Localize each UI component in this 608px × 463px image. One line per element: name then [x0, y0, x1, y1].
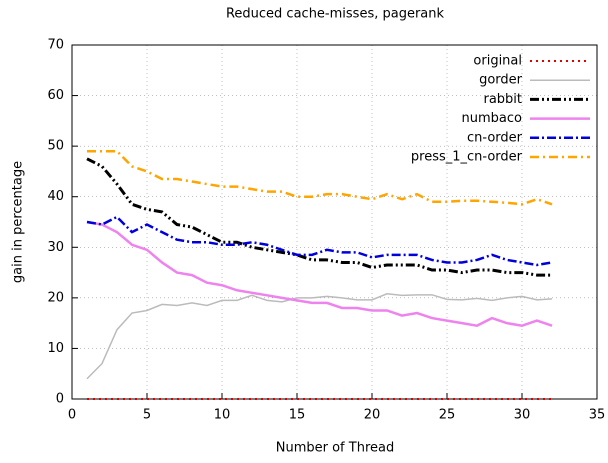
- legend-label: original: [473, 54, 522, 69]
- y-tick-label: 30: [47, 240, 64, 255]
- x-axis-label: Number of Thread: [276, 441, 394, 456]
- x-tick-label: 30: [514, 408, 531, 423]
- x-tick-label: 25: [439, 408, 456, 423]
- legend-label: gorder: [479, 73, 523, 88]
- series-line: [86, 293, 553, 380]
- chart-title: Reduced cache-misses, pagerank: [226, 7, 445, 22]
- x-tick-label: 10: [214, 408, 231, 423]
- x-tick-label: 15: [289, 408, 306, 423]
- x-tick-label: 20: [364, 408, 381, 423]
- legend-label: numbaco: [462, 111, 523, 126]
- series-line: [86, 157, 552, 277]
- series-line: [86, 215, 553, 267]
- legend-label: cn-order: [467, 130, 523, 145]
- y-tick-label: 70: [47, 38, 64, 53]
- y-tick-label: 20: [47, 290, 64, 305]
- y-tick-label: 0: [56, 392, 64, 407]
- y-tick-label: 60: [47, 88, 64, 103]
- x-tick-label: 35: [589, 408, 606, 423]
- y-tick-label: 10: [47, 341, 64, 356]
- x-tick-label: 0: [68, 408, 76, 423]
- legend-label: press_1_cn-order: [411, 150, 523, 165]
- y-tick-label: 50: [47, 139, 64, 154]
- y-tick-label: 40: [47, 189, 64, 204]
- series-line: [87, 149, 553, 206]
- x-tick-label: 5: [143, 408, 151, 423]
- series-line: [86, 220, 553, 327]
- y-axis-label: gain in percentage: [11, 161, 26, 283]
- legend-label: rabbit: [483, 92, 522, 107]
